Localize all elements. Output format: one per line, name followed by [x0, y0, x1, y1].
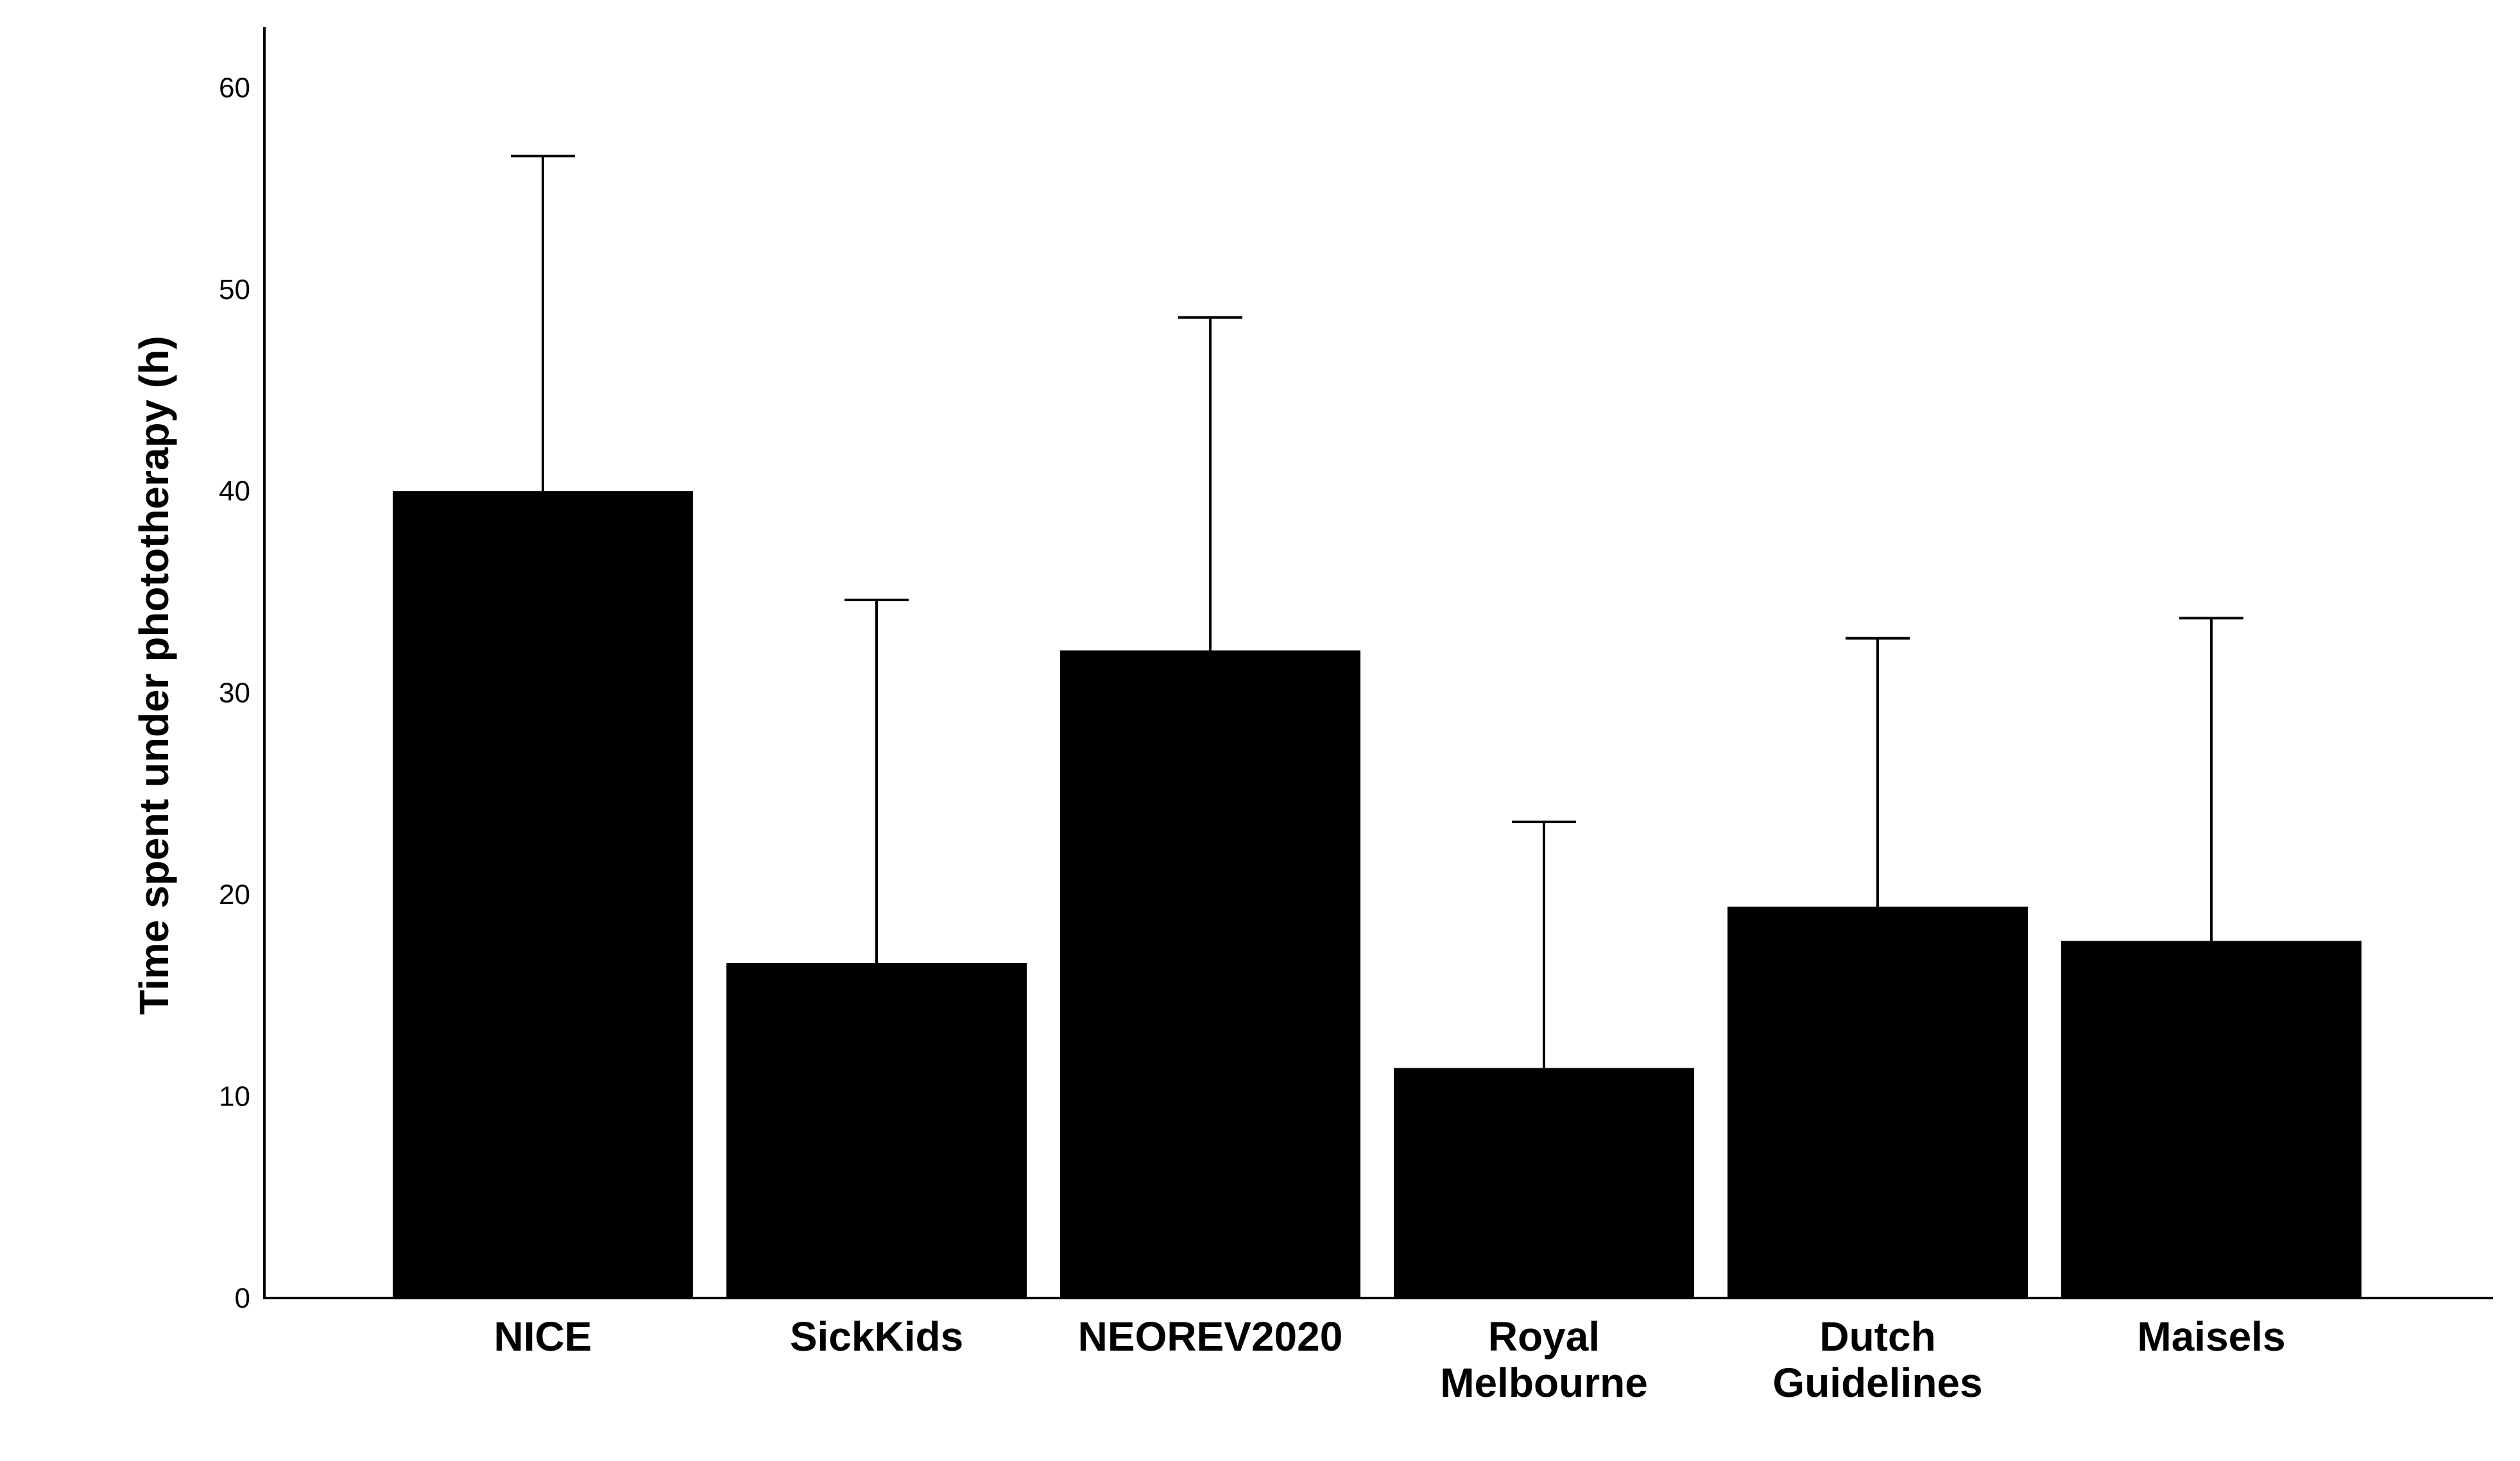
x-tick-label: SickKids — [790, 1313, 963, 1360]
y-tick-label: 30 — [219, 678, 250, 709]
bar — [2061, 941, 2361, 1298]
x-tick-label: NEOREV2020 — [1078, 1313, 1343, 1360]
bar — [1060, 650, 1360, 1298]
x-tick-label: Maisels — [2137, 1313, 2285, 1360]
y-tick-label: 60 — [219, 72, 250, 103]
x-tick-label: NICE — [494, 1313, 592, 1360]
y-tick-label: 10 — [219, 1081, 250, 1113]
x-tick-label: Dutch Guidelines — [1772, 1313, 1982, 1406]
y-tick-label: 20 — [219, 879, 250, 910]
bars-layer — [393, 491, 2361, 1299]
y-axis-ticks: 0 10 20 30 40 50 60 — [219, 72, 250, 1314]
error-bars-layer — [511, 155, 2243, 1299]
y-axis-label: Time spent under phototherapy (h) — [131, 336, 177, 1014]
bar — [393, 491, 693, 1299]
y-tick-label: 0 — [235, 1283, 250, 1314]
bar — [1727, 906, 2028, 1298]
y-tick-label: 40 — [219, 475, 250, 507]
x-axis-tick-labels: NICE SickKids NEOREV2020 Royal Melbourne Dutc… — [494, 1313, 2286, 1406]
y-tick-label: 50 — [219, 274, 250, 305]
x-tick-label: Royal Melbourne — [1440, 1313, 1648, 1406]
